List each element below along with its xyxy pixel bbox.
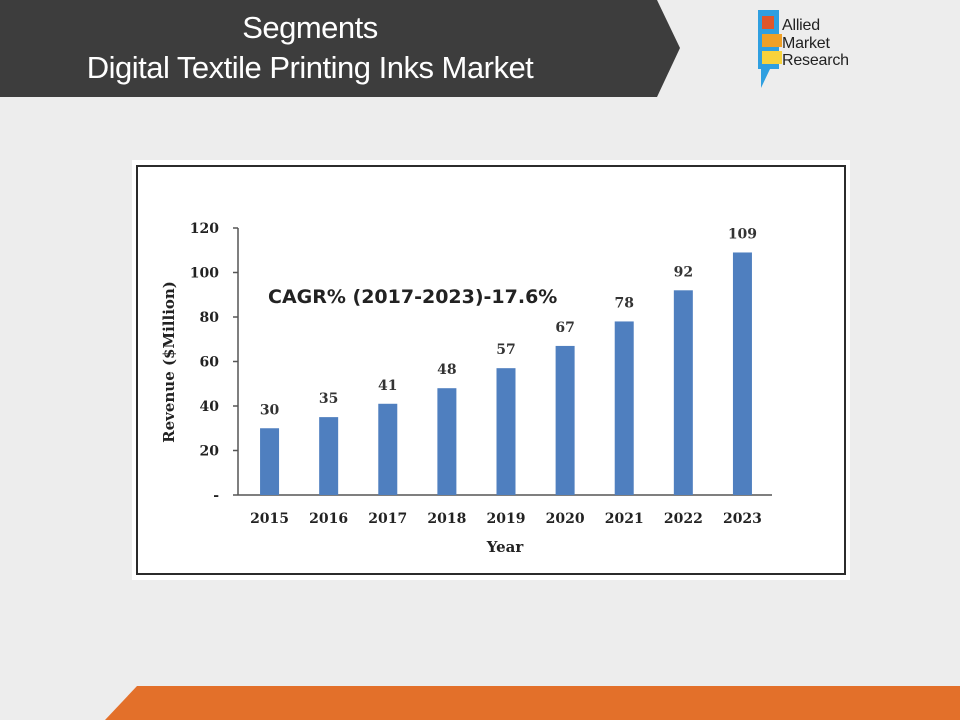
- x-tick-label: 2018: [427, 511, 466, 527]
- bar: [437, 388, 457, 495]
- bar-group: [260, 252, 752, 495]
- y-axis-label: Revenue ($Million): [160, 281, 178, 443]
- y-tick-label: 20: [200, 444, 220, 460]
- bar-value-label: 78: [614, 295, 633, 311]
- chart-frame: [136, 165, 846, 575]
- x-tick-label: 2021: [605, 511, 644, 527]
- x-tick-label: 2015: [250, 511, 289, 527]
- x-tick-label: 2022: [664, 511, 703, 527]
- footer-band-shape: [105, 686, 960, 720]
- bar-value-label: 67: [555, 320, 574, 336]
- x-tick-label: 2023: [723, 511, 762, 527]
- y-tick-label: -: [213, 488, 219, 504]
- bar-value-label: 41: [378, 378, 397, 394]
- y-tick-label: 80: [200, 310, 220, 326]
- value-label-group: 30 35 41 48 57 67 78 92 109: [260, 226, 757, 418]
- bar: [555, 345, 575, 495]
- bar: [378, 403, 398, 495]
- page-title-line1: Segments: [242, 10, 378, 45]
- bar-value-label: 35: [319, 391, 338, 407]
- x-axis-label: Year: [486, 538, 525, 556]
- x-tick-label: 2016: [309, 511, 348, 527]
- header-banner-shape: [0, 0, 680, 97]
- page-title-line2: Digital Textile Printing Inks Market: [86, 50, 534, 85]
- footer-band: [105, 686, 960, 720]
- bar-value-label: 57: [496, 342, 515, 358]
- logo-text-line3: Research: [782, 52, 849, 69]
- bar: [260, 428, 280, 495]
- x-tick-group: 2015 2016 2017 2018 2019 2020 2021 2022 2023: [250, 511, 762, 527]
- logo-text-line1: Allied: [782, 17, 820, 34]
- bar-value-label: 109: [728, 226, 757, 242]
- y-tick-group: - 20 40 60 80 100 120: [190, 221, 238, 504]
- bar: [614, 321, 634, 495]
- x-tick-label: 2019: [487, 511, 526, 527]
- bar: [496, 368, 516, 495]
- y-tick-label: 120: [190, 221, 219, 237]
- bar: [319, 417, 339, 495]
- bar-value-label: 92: [674, 264, 693, 280]
- cagr-annotation: CAGR% (2017-2023)-17.6%: [268, 286, 557, 308]
- allied-market-research-logo: Allied Market Research: [757, 8, 907, 88]
- chart-card: [132, 160, 850, 580]
- x-tick-label: 2020: [546, 511, 585, 527]
- y-tick-label: 100: [190, 266, 219, 282]
- x-tick-label: 2017: [368, 511, 407, 527]
- bar-value-label: 30: [260, 402, 280, 418]
- logo-text-line2: Market: [782, 35, 830, 52]
- y-tick-label: 60: [200, 355, 220, 371]
- bar-value-label: 48: [437, 362, 456, 378]
- logo-mark-icon: [758, 10, 782, 88]
- header-banner: [0, 0, 680, 97]
- bar: [732, 252, 752, 495]
- page-title: Segments Digital Textile Printing Inks M…: [0, 8, 620, 88]
- bar: [673, 290, 693, 495]
- y-tick-label: 40: [200, 399, 220, 415]
